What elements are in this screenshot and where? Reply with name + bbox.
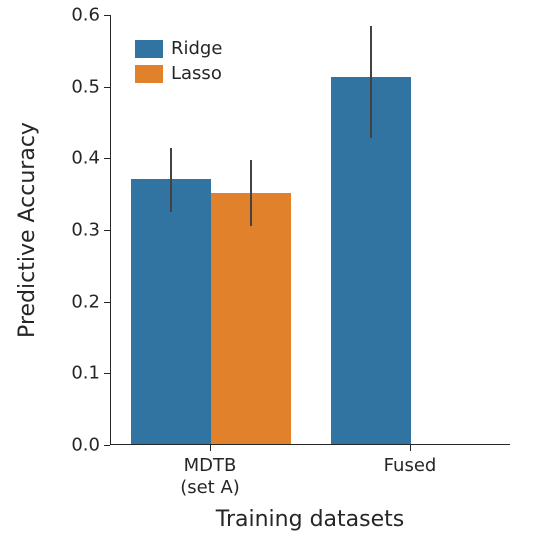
x-axis-label: Training datasets (216, 507, 404, 532)
ytick-label: 0.2 (71, 291, 100, 312)
legend-item-Ridge: Ridge (135, 38, 222, 59)
chart-root: 0.00.10.20.30.40.50.6 MDTB (set A)Fused … (0, 0, 548, 545)
error-bar (170, 148, 172, 213)
xtick-label: Fused (384, 455, 437, 477)
ytick-mark (104, 445, 110, 446)
ytick-label: 0.1 (71, 363, 100, 384)
bar-MDTB-(set-A)-Ridge (131, 179, 211, 444)
bar-MDTB-(set-A)-Lasso (211, 193, 291, 444)
ytick-label: 0.0 (71, 435, 100, 456)
legend-swatch (135, 40, 163, 58)
ytick-mark (104, 302, 110, 303)
ytick-label: 0.6 (71, 5, 100, 26)
legend: Ridge Lasso (135, 38, 222, 88)
error-bar (250, 160, 252, 227)
ytick-label: 0.4 (71, 148, 100, 169)
error-bar (370, 26, 372, 139)
ytick-label: 0.3 (71, 220, 100, 241)
ytick-mark (104, 373, 110, 374)
legend-label: Lasso (171, 63, 222, 84)
ytick-mark (104, 15, 110, 16)
ytick-mark (104, 87, 110, 88)
ytick-mark (104, 158, 110, 159)
xtick-label: MDTB (set A) (180, 455, 240, 498)
legend-item-Lasso: Lasso (135, 63, 222, 84)
ytick-label: 0.5 (71, 76, 100, 97)
legend-swatch (135, 65, 163, 83)
y-axis-label: Predictive Accuracy (15, 122, 40, 338)
legend-label: Ridge (171, 38, 222, 59)
ytick-mark (104, 230, 110, 231)
xtick-mark (210, 445, 211, 451)
xtick-mark (410, 445, 411, 451)
